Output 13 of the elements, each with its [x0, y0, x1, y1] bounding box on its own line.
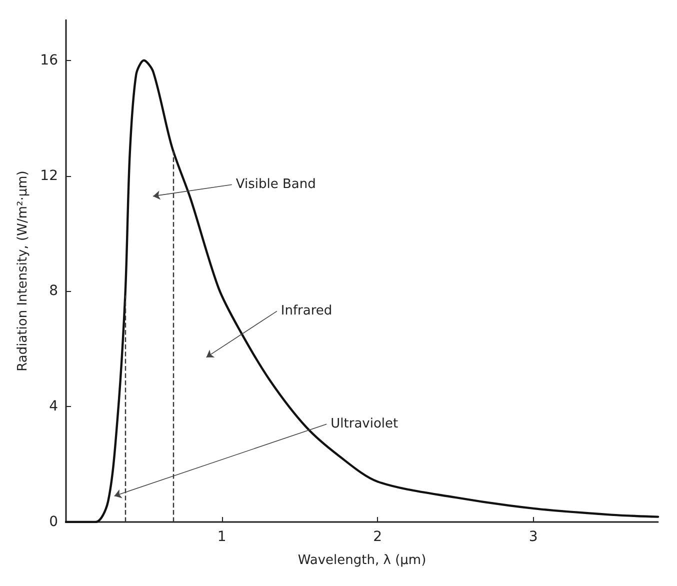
y-tick-label: 12 — [40, 168, 58, 184]
annotation: Ultraviolet — [330, 416, 398, 432]
x-tick-label: 3 — [528, 529, 538, 545]
y-tick-label: 0 — [49, 514, 58, 530]
annotation: Infrared — [280, 304, 332, 319]
x-axis-title: Wavelength, λ (μm) — [298, 553, 426, 568]
x-tick-label: 2 — [373, 529, 382, 545]
annotation: Visible Band — [236, 177, 316, 192]
y-axis-title: Radiation Intensity, (W/m²·μm) — [15, 170, 30, 372]
y-tick-label: 16 — [40, 52, 58, 68]
x-tick-label: 1 — [217, 529, 226, 545]
y-tick-label: 8 — [49, 283, 58, 300]
y-tick-label: 4 — [49, 398, 58, 415]
